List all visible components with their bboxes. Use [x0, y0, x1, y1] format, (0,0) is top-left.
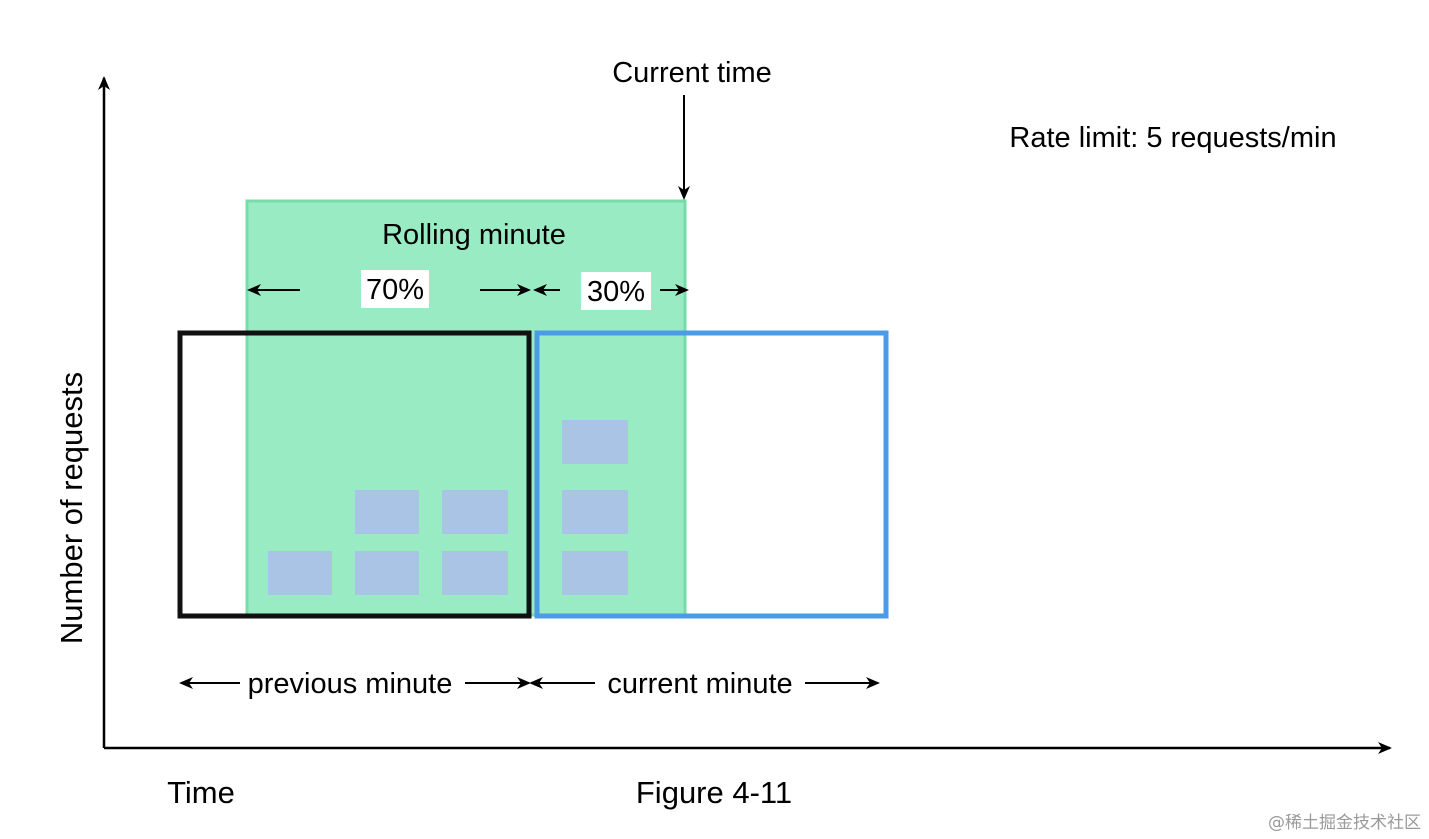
request-block: [442, 490, 508, 534]
figure-caption: Figure 4-11: [636, 775, 792, 810]
current-time-label: Current time: [612, 57, 772, 89]
previous-pct-label: 70%: [366, 274, 424, 306]
current-minute-requests: [562, 420, 628, 595]
previous-minute-label: previous minute: [248, 668, 453, 700]
rate-limit-label: Rate limit: 5 requests/min: [1009, 122, 1336, 154]
previous-minute-window: [177, 330, 532, 619]
current-minute-label: current minute: [607, 668, 792, 700]
request-block: [355, 551, 419, 595]
y-axis-label: Number of requests: [54, 372, 89, 644]
request-block: [442, 551, 508, 595]
request-block: [562, 420, 628, 464]
x-axis-label: Time: [167, 775, 235, 810]
current-minute-window: [534, 330, 889, 619]
watermark: @稀土掘金技术社区: [1268, 813, 1421, 833]
current-pct-label: 30%: [587, 276, 645, 308]
request-block: [268, 551, 332, 595]
request-block: [562, 551, 628, 595]
rolling-minute-label: Rolling minute: [382, 219, 566, 251]
previous-minute-requests: [268, 490, 508, 595]
rolling-minute-window: [245, 199, 687, 617]
request-block: [562, 490, 628, 534]
previous-pct-label-bg: [361, 270, 429, 308]
current-pct-label-bg: [581, 272, 651, 310]
request-block: [355, 490, 419, 534]
